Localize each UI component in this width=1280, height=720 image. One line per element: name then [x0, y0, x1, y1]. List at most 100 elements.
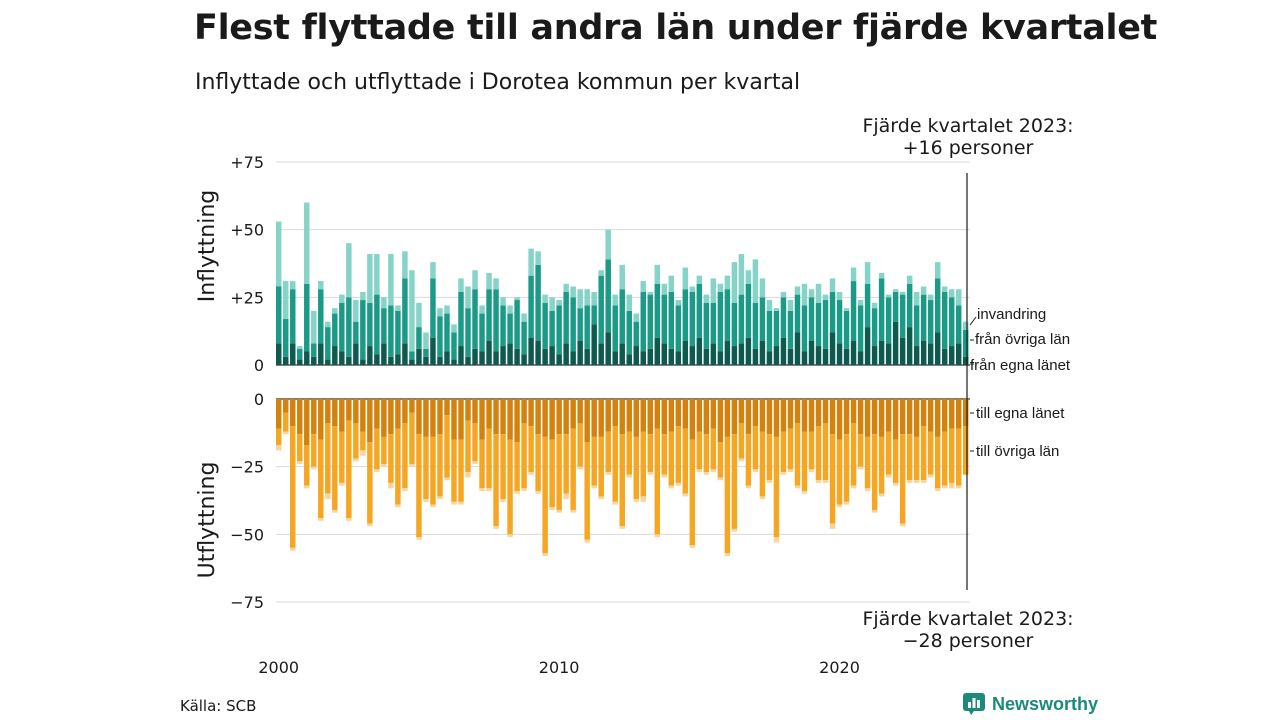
bar-out-own-county	[444, 399, 450, 416]
bar-out-other-counties	[486, 428, 492, 489]
bar-in-immigration	[822, 294, 829, 301]
bar-in-immigration	[290, 281, 296, 290]
bar-in-other-counties	[444, 313, 450, 352]
bar-in-immigration	[696, 275, 703, 284]
bar-out-own-county	[927, 399, 934, 432]
legend-leader-invandring	[969, 316, 977, 326]
bar-out-own-county	[451, 399, 457, 440]
bar-in-own-county	[703, 348, 710, 365]
bar-in-other-counties	[885, 297, 892, 344]
bar-in-own-county	[339, 351, 345, 365]
legend-fran-egna-lanet: från egna länet	[970, 357, 1071, 374]
bar-in-own-county	[353, 343, 359, 365]
bar-out-other-counties	[801, 431, 808, 492]
bar-out-own-county	[941, 399, 948, 432]
bar-out-emigration	[276, 445, 282, 451]
bar-in-immigration	[402, 251, 408, 279]
bar-in-other-counties	[332, 313, 338, 347]
bar-in-own-county	[360, 359, 366, 365]
bar-in-own-county	[332, 346, 338, 365]
bar-out-other-counties	[367, 442, 373, 524]
bar-in-other-counties	[388, 305, 394, 357]
bar-out-emigration	[500, 499, 506, 502]
bar-in-immigration	[759, 278, 766, 298]
bar-out-emigration	[647, 472, 654, 475]
bar-out-other-counties	[668, 431, 675, 486]
bar-out-emigration	[787, 469, 794, 473]
bar-out-own-county	[339, 399, 345, 432]
bar-out-own-county	[514, 399, 520, 443]
bar-out-emigration	[570, 509, 576, 513]
y-tick-label-outflow: −50	[230, 525, 264, 544]
bar-out-other-counties	[843, 434, 850, 502]
bar-in-other-counties	[402, 278, 408, 344]
bar-out-other-counties	[787, 428, 794, 470]
bar-out-other-counties	[710, 428, 717, 470]
bar-in-other-counties	[647, 294, 654, 349]
bar-in-own-county	[605, 332, 611, 365]
bar-out-emigration	[920, 480, 927, 483]
bar-out-own-county	[871, 399, 878, 435]
brand-logo[interactable]: Newsworthy	[962, 692, 1098, 716]
bar-in-own-county	[885, 343, 892, 365]
bar-in-own-county	[381, 343, 387, 365]
bar-in-other-counties	[829, 291, 836, 333]
bar-out-own-county	[787, 399, 794, 429]
bar-in-own-county	[507, 343, 513, 365]
bar-out-other-counties	[948, 428, 955, 483]
bar-out-emigration	[486, 488, 492, 492]
bar-in-own-county	[780, 337, 787, 365]
bar-in-immigration	[388, 254, 394, 306]
axis-ticks: 0 +25 +50 +75 −75 −50 −25 0 2000 2010 2020	[230, 153, 860, 677]
bar-out-emigration	[906, 480, 913, 483]
bar-in-own-county	[318, 343, 324, 365]
bar-in-other-counties	[766, 310, 773, 352]
bar-out-other-counties	[584, 442, 590, 540]
bar-in-own-county	[458, 346, 464, 365]
bar-out-other-counties	[521, 423, 527, 489]
bar-in-immigration	[437, 308, 443, 317]
bar-in-other-counties	[710, 302, 717, 344]
bar-out-own-county	[843, 399, 850, 435]
bar-in-own-county	[794, 332, 801, 365]
bar-out-other-counties	[458, 439, 464, 502]
bar-in-own-county	[948, 346, 955, 365]
bar-out-own-county	[507, 399, 513, 440]
bar-out-other-counties	[927, 431, 934, 475]
y-tick-label-outflow: −75	[230, 593, 264, 612]
bar-in-immigration	[360, 291, 366, 301]
bar-in-own-county	[549, 346, 555, 365]
bar-in-own-county	[395, 354, 401, 365]
bar-out-emigration	[332, 509, 338, 513]
bar-in-own-county	[836, 343, 843, 365]
bar-out-emigration	[493, 526, 499, 529]
bar-out-emigration	[479, 488, 485, 492]
bar-in-other-counties	[353, 321, 359, 344]
bar-in-other-counties	[724, 289, 731, 341]
bar-in-own-county	[633, 346, 639, 365]
bar-out-own-county	[584, 399, 590, 443]
bar-out-own-county	[913, 399, 920, 437]
bar-out-own-county	[689, 399, 696, 440]
bar-in-immigration	[598, 270, 604, 276]
bar-out-own-county	[878, 399, 885, 437]
bar-in-own-county	[297, 359, 303, 365]
bar-out-own-county	[612, 399, 618, 427]
bar-in-immigration	[549, 297, 555, 311]
bar-out-own-county	[864, 399, 871, 437]
bar-in-immigration	[493, 278, 499, 290]
bar-out-own-county	[325, 399, 331, 424]
bar-out-other-counties	[815, 426, 822, 481]
bar-in-own-county	[556, 354, 562, 365]
bar-in-other-counties	[822, 300, 829, 349]
bar-out-other-counties	[423, 436, 429, 500]
bar-in-own-county	[521, 354, 527, 365]
bar-in-immigration	[675, 300, 682, 306]
bar-in-immigration	[346, 243, 352, 298]
bar-in-immigration	[325, 321, 331, 328]
bar-out-other-counties	[339, 431, 345, 483]
bar-out-emigration	[731, 528, 738, 532]
bar-out-own-county	[528, 399, 534, 427]
bar-in-immigration	[444, 305, 450, 314]
bar-in-immigration	[948, 289, 955, 298]
